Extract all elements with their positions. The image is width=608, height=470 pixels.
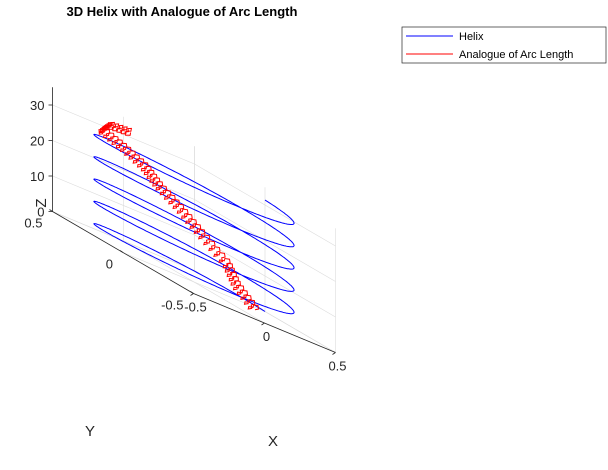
arc-length-line: [98, 121, 260, 311]
x-axis-label: X: [268, 433, 278, 450]
z-tick-label: 0: [37, 205, 44, 220]
plot-area: [93, 121, 295, 315]
grid: [48, 87, 336, 355]
grid-line: [194, 163, 336, 247]
grid-line: [52, 211, 195, 271]
legend-helix-label: Helix: [459, 31, 484, 43]
grid-line: [122, 252, 266, 312]
grid-line: [194, 199, 336, 282]
legend: Helix Analogue of Arc Length: [401, 26, 607, 64]
y-tick-mark: [190, 291, 194, 294]
x-tick-mark: [332, 352, 336, 355]
legend-arc-label: Analogue of Arc Length: [459, 49, 573, 61]
z-tick-label: 10: [30, 169, 44, 184]
chart-title: 3D Helix with Analogue of Arc Length: [67, 4, 298, 19]
helix-line: [93, 133, 295, 315]
x-tick-label: -0.5: [184, 300, 206, 315]
x-tick-mark: [190, 293, 194, 296]
z-tick-label: 30: [30, 98, 44, 113]
y-tick-label: -0.5: [161, 298, 183, 313]
y-tick-label: 0: [106, 257, 113, 272]
grid-line: [52, 104, 195, 165]
y-tick-mark: [119, 250, 124, 253]
z-axis-label: Z: [33, 198, 50, 207]
grid-line: [194, 234, 336, 318]
x-tick-label: 0: [263, 329, 270, 344]
grid-line: [52, 140, 195, 200]
y-tick-label: 0.5: [24, 216, 42, 231]
z-tick-label: 20: [30, 134, 44, 149]
x-tick-label: 0.5: [328, 359, 346, 374]
legend-box: [401, 26, 607, 64]
x-tick-mark: [261, 322, 265, 326]
grid-line: [52, 175, 195, 236]
y-axis-label: Y: [85, 423, 95, 440]
